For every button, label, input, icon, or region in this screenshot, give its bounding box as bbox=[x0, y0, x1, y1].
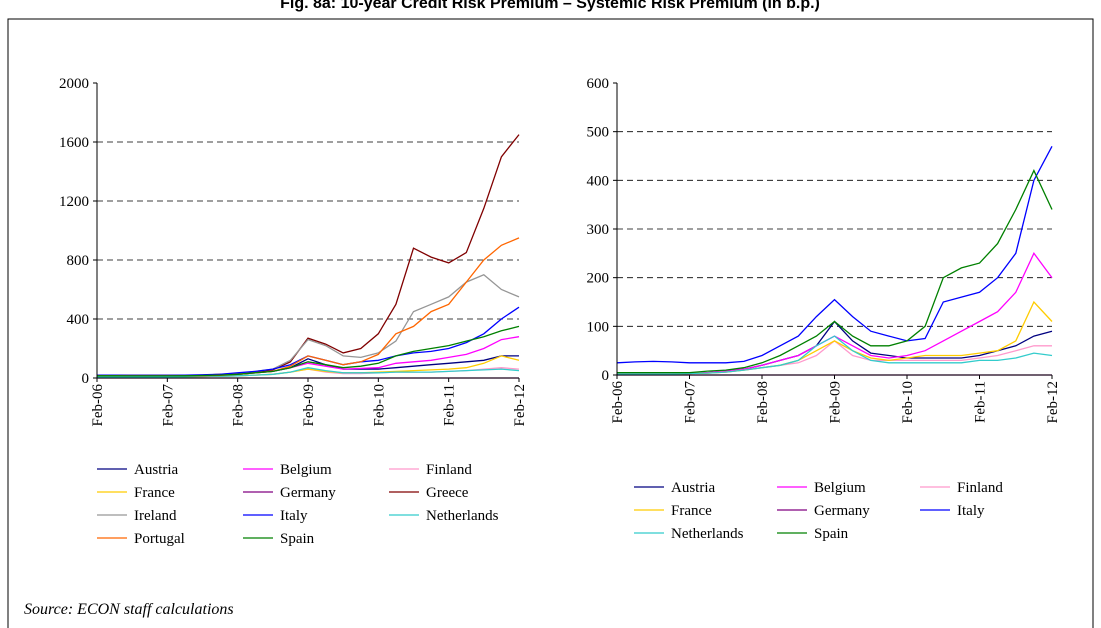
legend-label: Germany bbox=[280, 485, 336, 501]
y-tick-label: 800 bbox=[67, 253, 90, 269]
series-line bbox=[617, 300, 1053, 375]
legend-label: Belgium bbox=[280, 462, 332, 478]
x-tick-label: Feb-09 bbox=[301, 384, 317, 427]
y-tick-label: 100 bbox=[587, 319, 610, 335]
x-tick-label: Feb-08 bbox=[231, 384, 247, 427]
legend-label: Finland bbox=[426, 462, 472, 478]
y-tick-label: 2000 bbox=[59, 76, 89, 92]
x-tick-label: Feb-07 bbox=[160, 384, 176, 427]
x-tick-label: Feb-10 bbox=[371, 384, 387, 427]
legend-label: Finland bbox=[957, 480, 1003, 496]
series-line bbox=[617, 335, 1053, 375]
x-tick-label: Feb-12 bbox=[512, 384, 528, 427]
legend-label: Portugal bbox=[134, 531, 185, 547]
series-line bbox=[617, 320, 1053, 375]
figure-title: Fig. 8a: 10-year Credit Risk Premium – S… bbox=[280, 0, 820, 12]
legend-label: Belgium bbox=[814, 480, 866, 496]
y-tick-label: 1600 bbox=[59, 135, 89, 151]
series-line bbox=[616, 145, 1053, 364]
y-tick-label: 400 bbox=[587, 173, 610, 189]
y-tick-label: 200 bbox=[587, 271, 610, 287]
legend-label: France bbox=[671, 503, 712, 519]
series-line bbox=[617, 252, 1053, 375]
legend-label: Austria bbox=[671, 480, 716, 496]
y-tick-label: 0 bbox=[82, 371, 90, 387]
series-line bbox=[97, 274, 520, 377]
legend-label: Austria bbox=[134, 462, 179, 478]
x-tick-label: Feb-09 bbox=[828, 381, 844, 424]
y-tick-label: 600 bbox=[587, 76, 610, 92]
source-note: Source: ECON staff calculations bbox=[24, 601, 234, 618]
legend-label: Germany bbox=[814, 503, 870, 519]
y-tick-label: 500 bbox=[587, 125, 610, 141]
y-tick-label: 1200 bbox=[59, 194, 89, 210]
legend-label: Greece bbox=[426, 485, 469, 501]
x-tick-label: Feb-11 bbox=[973, 381, 989, 423]
x-tick-label: Feb-10 bbox=[900, 381, 916, 424]
legend-label: Spain bbox=[814, 526, 849, 542]
legend-label: Spain bbox=[280, 531, 315, 547]
series-line bbox=[617, 169, 1053, 374]
series-line bbox=[617, 340, 1052, 375]
y-tick-label: 400 bbox=[67, 312, 90, 328]
x-tick-label: Feb-06 bbox=[90, 384, 106, 427]
frame bbox=[7, 18, 1094, 628]
legend-label: Ireland bbox=[134, 508, 177, 524]
x-tick-label: Feb-11 bbox=[442, 384, 458, 426]
legend-label: Italy bbox=[957, 503, 985, 519]
x-tick-label: Feb-08 bbox=[755, 381, 771, 424]
x-tick-label: Feb-07 bbox=[683, 381, 699, 424]
series-line bbox=[97, 367, 520, 378]
series-line bbox=[97, 306, 520, 376]
legend-label: France bbox=[134, 485, 175, 501]
y-tick-label: 300 bbox=[587, 222, 610, 238]
legend-label: Italy bbox=[280, 508, 308, 524]
legend-label: Netherlands bbox=[671, 526, 744, 542]
legend-label: Netherlands bbox=[426, 508, 499, 524]
series-line bbox=[97, 355, 519, 378]
y-tick-label: 0 bbox=[602, 368, 610, 384]
series-line bbox=[97, 325, 520, 377]
x-tick-label: Feb-06 bbox=[610, 381, 626, 424]
x-tick-label: Feb-12 bbox=[1045, 381, 1061, 424]
